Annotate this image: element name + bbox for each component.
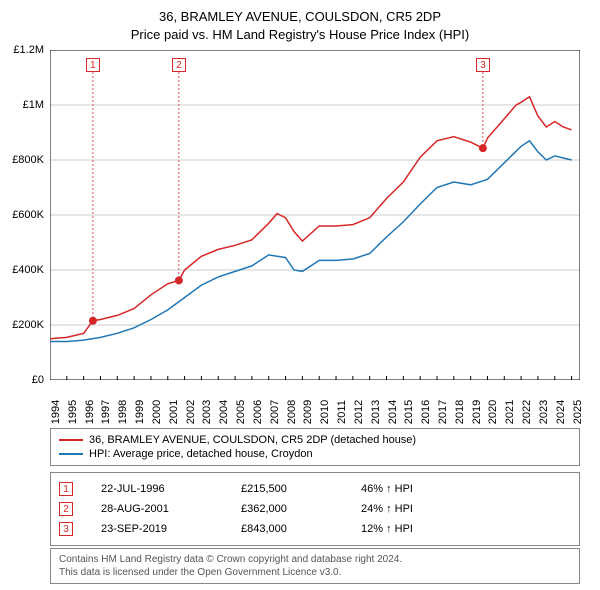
- x-tick-label: 2011: [336, 400, 348, 424]
- x-tick-label: 2019: [471, 400, 483, 424]
- sale-date: 23-SEP-2019: [101, 523, 241, 535]
- y-tick-label: £400K: [12, 264, 44, 276]
- x-tick-label: 2002: [185, 400, 197, 424]
- chart-plot-area: 1 2 3: [50, 50, 580, 380]
- x-tick-label: 2020: [487, 400, 499, 424]
- x-tick-label: 2018: [454, 400, 466, 424]
- title-line-1: 36, BRAMLEY AVENUE, COULSDON, CR5 2DP: [0, 8, 600, 26]
- chart-title: 36, BRAMLEY AVENUE, COULSDON, CR5 2DP Pr…: [0, 0, 600, 44]
- legend-item: 36, BRAMLEY AVENUE, COULSDON, CR5 2DP (d…: [59, 433, 571, 447]
- sale-price: £843,000: [241, 523, 361, 535]
- x-tick-label: 2007: [269, 400, 281, 424]
- x-tick-label: 1998: [117, 400, 129, 424]
- x-tick-label: 1994: [50, 400, 62, 424]
- attribution: Contains HM Land Registry data © Crown c…: [50, 548, 580, 584]
- sale-badge: 2: [59, 502, 73, 516]
- sale-row: 1 22-JUL-1996£215,50046% ↑ HPI: [59, 479, 571, 499]
- sale-price: £362,000: [241, 503, 361, 515]
- x-tick-label: 2014: [387, 400, 399, 424]
- legend-swatch: [59, 453, 83, 455]
- sale-marker-badge: 1: [86, 58, 100, 72]
- x-tick-label: 2008: [286, 400, 298, 424]
- x-tick-label: 2017: [437, 400, 449, 424]
- sale-relative: 12% ↑ HPI: [361, 523, 413, 535]
- title-line-2: Price paid vs. HM Land Registry's House …: [0, 26, 600, 44]
- x-tick-label: 2015: [403, 400, 415, 424]
- legend: 36, BRAMLEY AVENUE, COULSDON, CR5 2DP (d…: [50, 428, 580, 466]
- sale-marker-badge: 2: [172, 58, 186, 72]
- sales-table: 1 22-JUL-1996£215,50046% ↑ HPI 2 28-AUG-200…: [50, 472, 580, 546]
- x-tick-label: 1997: [100, 400, 112, 424]
- y-tick-label: £600K: [12, 209, 44, 221]
- x-tick-label: 2021: [504, 400, 516, 424]
- sale-date: 28-AUG-2001: [101, 503, 241, 515]
- sale-date: 22-JUL-1996: [101, 483, 241, 495]
- sale-marker-badge: 3: [476, 58, 490, 72]
- x-tick-label: 1996: [84, 400, 96, 424]
- sale-relative: 24% ↑ HPI: [361, 503, 413, 515]
- legend-swatch: [59, 439, 83, 441]
- y-tick-label: £0: [32, 374, 44, 386]
- chart-svg: [50, 50, 580, 380]
- x-tick-label: 2025: [572, 400, 584, 424]
- x-tick-label: 2010: [319, 400, 331, 424]
- sale-row: 3 23-SEP-2019£843,00012% ↑ HPI: [59, 519, 571, 539]
- x-tick-label: 2012: [353, 400, 365, 424]
- x-tick-label: 2009: [302, 400, 314, 424]
- x-tick-label: 2005: [235, 400, 247, 424]
- sale-badge: 3: [59, 522, 73, 536]
- sale-relative: 46% ↑ HPI: [361, 483, 413, 495]
- legend-label: 36, BRAMLEY AVENUE, COULSDON, CR5 2DP (d…: [89, 434, 416, 446]
- x-tick-label: 2023: [538, 400, 550, 424]
- y-tick-label: £200K: [12, 319, 44, 331]
- y-tick-label: £1.2M: [13, 44, 44, 56]
- legend-label: HPI: Average price, detached house, Croy…: [89, 448, 313, 460]
- x-tick-label: 2000: [151, 400, 163, 424]
- sale-badge: 1: [59, 482, 73, 496]
- y-tick-label: £1M: [23, 99, 44, 111]
- y-axis-labels: £0£200K£400K£600K£800K£1M£1.2M: [0, 50, 48, 380]
- y-tick-label: £800K: [12, 154, 44, 166]
- x-tick-label: 2006: [252, 400, 264, 424]
- attribution-line-1: Contains HM Land Registry data © Crown c…: [59, 553, 571, 566]
- x-tick-label: 2024: [555, 400, 567, 424]
- x-tick-label: 2022: [521, 400, 533, 424]
- sale-row: 2 28-AUG-2001£362,00024% ↑ HPI: [59, 499, 571, 519]
- sale-price: £215,500: [241, 483, 361, 495]
- x-tick-label: 1999: [134, 400, 146, 424]
- x-tick-label: 2003: [201, 400, 213, 424]
- x-tick-label: 2001: [168, 400, 180, 424]
- chart-container: 36, BRAMLEY AVENUE, COULSDON, CR5 2DP Pr…: [0, 0, 600, 590]
- x-tick-label: 2013: [370, 400, 382, 424]
- x-tick-label: 2004: [218, 400, 230, 424]
- x-axis-labels: 1994 1995 1996 1997 1998 1999 2000 2001 2002 2003…: [50, 382, 580, 422]
- x-tick-label: 1995: [67, 400, 79, 424]
- x-tick-label: 2016: [420, 400, 432, 424]
- attribution-line-2: This data is licensed under the Open Gov…: [59, 566, 571, 579]
- legend-item: HPI: Average price, detached house, Croy…: [59, 447, 571, 461]
